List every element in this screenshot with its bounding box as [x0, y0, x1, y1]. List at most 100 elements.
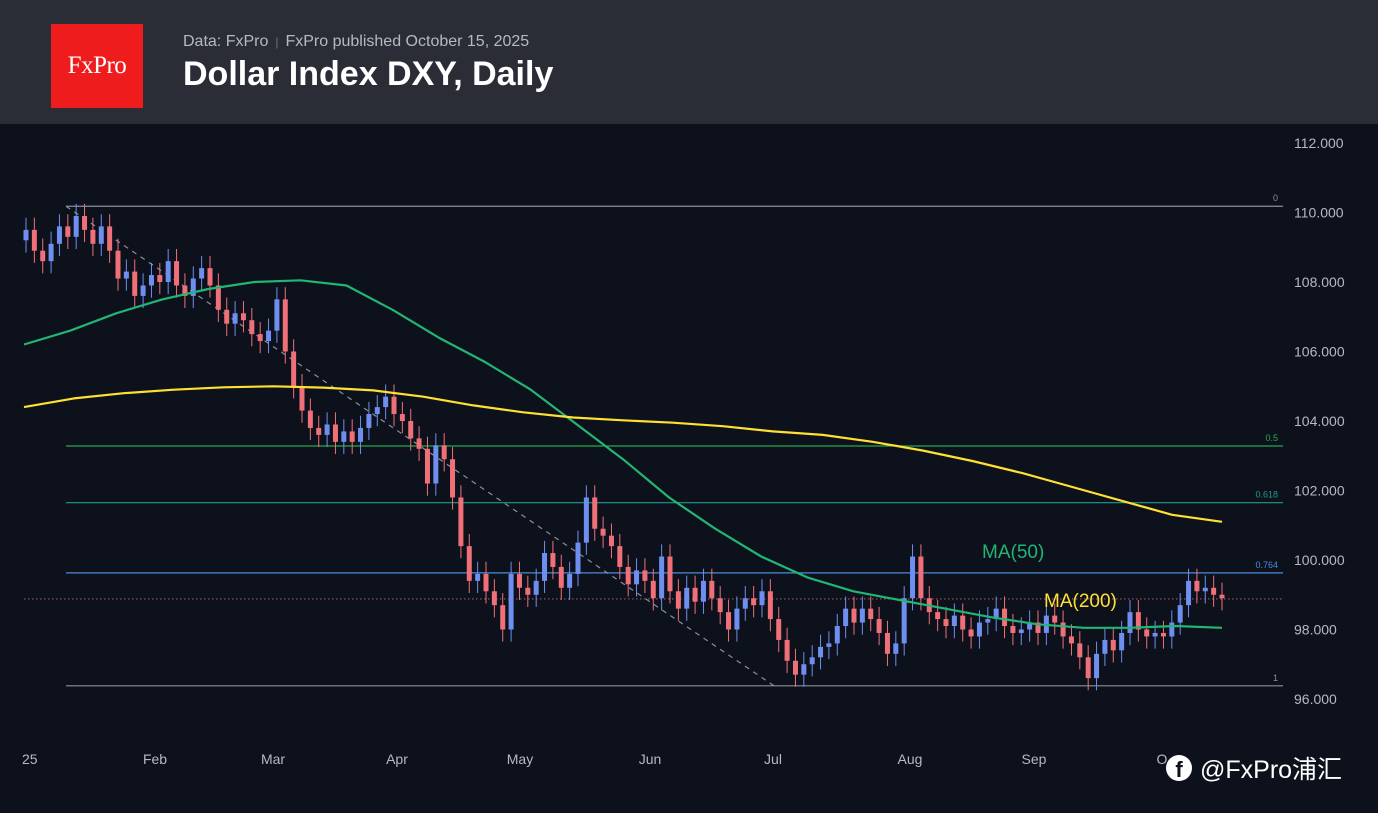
candle-body [508, 573, 514, 630]
candle-body [1119, 632, 1125, 651]
candle-body [910, 556, 916, 599]
candle-body [700, 580, 706, 602]
candle-body [23, 229, 29, 241]
candle-body [567, 573, 573, 588]
candle-body [1027, 622, 1033, 630]
candle-body [291, 351, 297, 387]
y-tick-label: 100.000 [1294, 552, 1345, 568]
fib-level-label: 0 [1273, 193, 1278, 203]
x-tick-label: Aug [898, 751, 923, 767]
y-tick-label: 96.000 [1294, 691, 1337, 707]
candle-body [993, 608, 999, 620]
candle-body [299, 386, 305, 411]
candle-body [1035, 622, 1041, 633]
candle-body [650, 580, 656, 599]
candle-body [1060, 622, 1066, 637]
candle-body [199, 268, 205, 279]
candle-body [56, 226, 62, 244]
candle-body [951, 615, 957, 627]
candle-body [224, 309, 230, 324]
candle-body [1068, 636, 1074, 644]
candle-body [73, 215, 79, 237]
candle-body [341, 431, 347, 442]
x-tick-label: Apr [386, 751, 408, 767]
ma200-label: MA(200) [1044, 591, 1117, 612]
candle-body [1202, 587, 1208, 592]
candle-body [726, 612, 732, 630]
candle-body [809, 657, 815, 665]
candle-body [608, 535, 614, 547]
candle-body [1094, 653, 1100, 679]
candle-body [40, 250, 46, 262]
candle-body [1110, 639, 1116, 651]
candle-body [1211, 587, 1217, 595]
candle-body [625, 566, 631, 585]
candle-body [215, 285, 221, 310]
candle-body [174, 261, 180, 286]
candle-body [491, 591, 497, 606]
candle-body [884, 632, 890, 654]
x-tick-label: 25 [22, 751, 38, 767]
candle-body [759, 591, 765, 606]
candle-body [232, 313, 238, 324]
candle-body [1144, 629, 1150, 637]
candle-body [642, 570, 648, 581]
candle-body [475, 573, 481, 581]
candle-body [767, 591, 773, 620]
candle-body [600, 528, 606, 536]
candle-body [901, 598, 907, 644]
candle-body [1194, 580, 1200, 592]
candle-body [190, 278, 196, 296]
chart-title: Dollar Index DXY, Daily [183, 55, 554, 93]
candle-body [792, 660, 798, 675]
candle-body [843, 608, 849, 627]
candle-body [90, 229, 96, 244]
candle-body [399, 414, 405, 421]
candle-body [1186, 580, 1192, 606]
candlestick-chart: 112.000 110.000 108.000 106.000 104.000 102.0… [22, 135, 1345, 767]
candle-body [592, 497, 598, 529]
candle-body [416, 438, 422, 449]
candle-body [266, 330, 272, 342]
y-tick-label: 108.000 [1294, 274, 1345, 290]
candle-body [876, 619, 882, 633]
candle-body [1077, 643, 1083, 658]
candle-body [466, 546, 472, 581]
chart-subtitle: Data: FxPro | FxPro published October 15… [183, 33, 529, 51]
candle-body [324, 424, 330, 435]
candle-body [659, 556, 665, 599]
candle-body [140, 285, 146, 296]
candle-body [634, 570, 640, 585]
candle-body [734, 608, 740, 630]
facebook-icon: f [1166, 755, 1192, 781]
candle-body [182, 285, 188, 296]
candle-body [667, 556, 673, 592]
candle-body [148, 275, 154, 286]
candle-body [868, 608, 874, 620]
ma200-line [23, 385, 1223, 523]
y-tick-label: 106.000 [1294, 344, 1345, 360]
candle-body [818, 646, 824, 658]
candle-body [332, 424, 338, 442]
x-tick-label: Jun [639, 751, 662, 767]
candle-body [859, 608, 865, 623]
candle-body [383, 396, 389, 408]
y-tick-label: 98.000 [1294, 622, 1337, 638]
candle-body [282, 299, 288, 352]
candle-body [31, 229, 37, 251]
candle-body [366, 414, 372, 428]
candle-body [893, 643, 899, 654]
candle-body [784, 639, 790, 661]
x-tick-label: Sep [1022, 751, 1047, 767]
ma50-label: MA(50) [982, 542, 1044, 563]
candle-body [207, 268, 213, 286]
candle-body [132, 271, 138, 296]
x-tick-label: Jul [764, 751, 782, 767]
candle-body [458, 497, 464, 547]
y-tick-label: 102.000 [1294, 483, 1345, 499]
candle-body [918, 556, 924, 599]
candle-body [391, 396, 397, 415]
data-source: Data: FxPro [183, 33, 269, 50]
candle-body [358, 427, 364, 442]
candle-body [675, 591, 681, 609]
